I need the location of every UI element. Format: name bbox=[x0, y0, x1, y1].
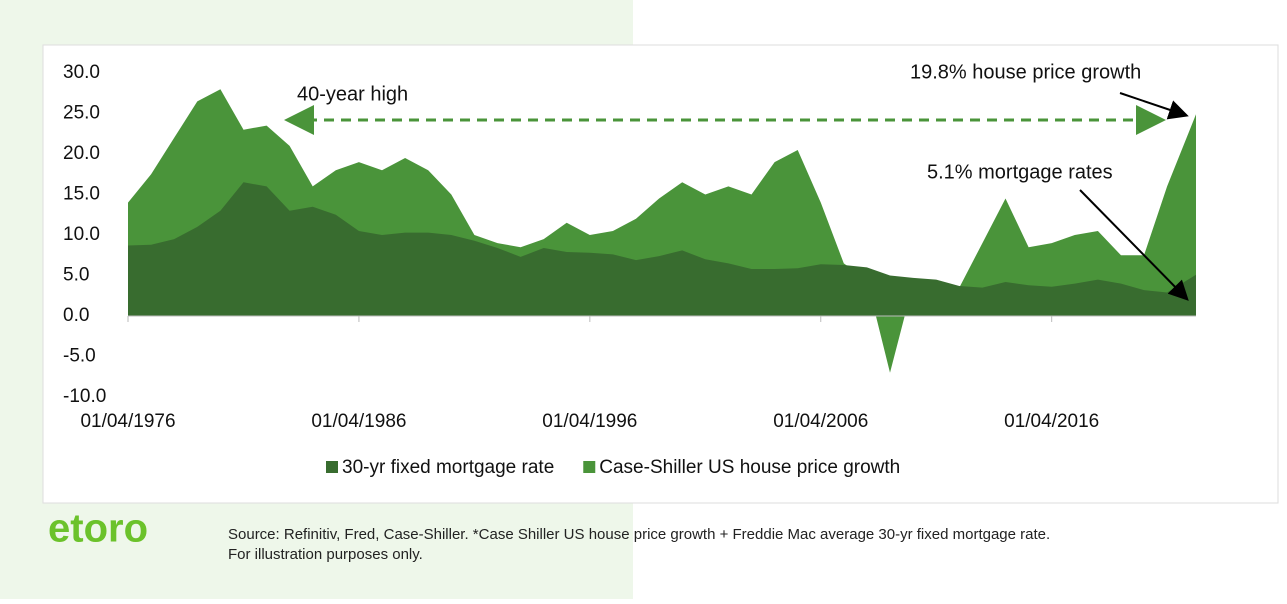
source-note: For illustration purposes only. bbox=[228, 546, 423, 563]
legend-swatch bbox=[326, 461, 338, 473]
y-tick-label: 10.0 bbox=[63, 224, 100, 245]
legend-label: Case-Shiller US house price growth bbox=[599, 457, 900, 478]
y-tick-label: 15.0 bbox=[63, 184, 100, 205]
y-tick-label: 0.0 bbox=[63, 305, 89, 326]
annotation-arrow bbox=[1119, 92, 1189, 120]
source-note: Source: Refinitiv, Fred, Case-Shiller. *… bbox=[228, 526, 1050, 543]
annotation: 5.1% mortgage rates bbox=[927, 161, 1113, 183]
y-tick-label: 20.0 bbox=[63, 143, 100, 164]
x-tick-label: 01/04/1986 bbox=[311, 411, 406, 432]
y-tick-label: -10.0 bbox=[63, 386, 106, 407]
annotation: 19.8% house price growth bbox=[910, 61, 1141, 83]
area bbox=[128, 182, 1196, 316]
annotation: 40-year high bbox=[297, 83, 408, 105]
x-tick-label: 01/04/1976 bbox=[80, 411, 175, 432]
x-tick-label: 01/04/1996 bbox=[542, 411, 637, 432]
legend-swatch bbox=[583, 461, 596, 473]
y-tick-label: 25.0 bbox=[63, 103, 100, 124]
y-tick-label: 5.0 bbox=[63, 265, 89, 286]
x-tick-label: 01/04/2016 bbox=[1004, 411, 1099, 432]
x-tick-label: 01/04/2006 bbox=[773, 411, 868, 432]
y-tick-label: -5.0 bbox=[63, 346, 96, 367]
legend-label: 30-yr fixed mortgage rate bbox=[342, 457, 554, 478]
logo: etoro bbox=[48, 507, 148, 551]
annotation-arrow bbox=[1079, 189, 1189, 301]
y-tick-label: 30.0 bbox=[63, 62, 100, 83]
